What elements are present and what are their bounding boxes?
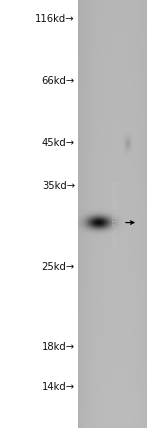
Text: 116kd→: 116kd→	[35, 14, 75, 24]
Text: WWW.PTGLAB.COM: WWW.PTGLAB.COM	[113, 180, 119, 248]
Text: 14kd→: 14kd→	[42, 382, 75, 392]
Text: 35kd→: 35kd→	[42, 181, 75, 191]
Text: 66kd→: 66kd→	[42, 76, 75, 86]
Text: 25kd→: 25kd→	[42, 262, 75, 273]
Text: 18kd→: 18kd→	[42, 342, 75, 352]
Text: 45kd→: 45kd→	[42, 138, 75, 149]
